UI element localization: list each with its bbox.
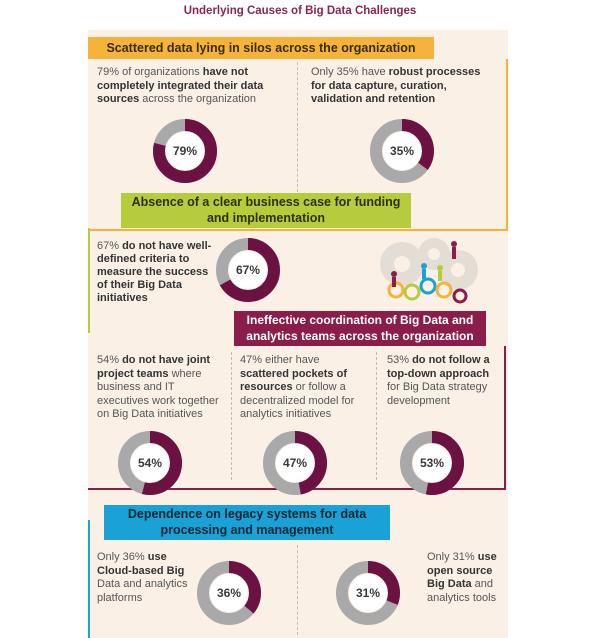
section1-border <box>88 59 508 231</box>
donut-label: 79% <box>173 144 197 158</box>
donut-chart: 36% <box>196 560 262 626</box>
section4-divider <box>297 545 298 635</box>
donut-value-arc <box>197 561 261 625</box>
donut-svg: 79% <box>153 119 217 183</box>
donut-value-arc <box>263 431 327 495</box>
donut-hole <box>229 251 267 289</box>
section3-divider <box>376 352 377 480</box>
donut-chart: 47% <box>262 430 328 496</box>
stat-text: 54% do not have joint project teams wher… <box>97 354 219 420</box>
donut-hole <box>131 444 169 482</box>
donut-svg: 47% <box>263 431 327 495</box>
donut-svg: 54% <box>118 431 182 495</box>
teamwork-gears-illustration <box>380 238 478 304</box>
donut-hole <box>166 132 204 170</box>
section3-divider <box>231 352 232 480</box>
stat-text: Only 35% have robust processes for data … <box>311 66 481 105</box>
donut-chart: 31% <box>335 560 401 626</box>
donut-chart: 53% <box>399 430 465 496</box>
donut-chart: 35% <box>369 118 435 184</box>
stat-text: Only 36% use Cloud-based Big Data and an… <box>97 551 188 604</box>
stat-text: 47% either have scattered pockets of res… <box>240 354 355 420</box>
donut-hole <box>413 444 451 482</box>
donut-label: 35% <box>390 144 414 158</box>
donut-chart: 54% <box>117 430 183 496</box>
stat-text: 67% do not have well-defined criteria to… <box>97 240 212 304</box>
donut-svg: 31% <box>336 561 400 625</box>
donut-chart: 79% <box>152 118 218 184</box>
section1-divider <box>297 62 298 192</box>
donut-label: 47% <box>283 456 307 470</box>
donut-hole <box>276 444 314 482</box>
donut-label: 36% <box>217 586 241 600</box>
donut-label: 54% <box>138 456 162 470</box>
donut-value-arc <box>370 119 434 183</box>
stat-text: 79% of organizations have not completely… <box>97 66 264 105</box>
donut-value-arc <box>153 119 217 183</box>
section3-heading: Ineffective coordination of Big Data and… <box>234 311 486 346</box>
donut-svg: 67% <box>216 238 280 302</box>
stat-text: 53% do not follow a top-down approach fo… <box>387 354 490 407</box>
section1-heading: Scattered data lying in silos across the… <box>88 37 434 59</box>
section4-heading: Dependence on legacy systems for data pr… <box>104 505 390 540</box>
donut-value-arc <box>400 431 464 495</box>
page-title: Underlying Causes of Big Data Challenges <box>183 5 417 17</box>
donut-label: 31% <box>356 586 380 600</box>
donut-svg: 36% <box>197 561 261 625</box>
donut-svg: 35% <box>370 119 434 183</box>
section2-border <box>88 228 90 333</box>
donut-hole <box>383 132 421 170</box>
section2-heading: Absence of a clear business case for fun… <box>121 193 411 228</box>
donut-value-arc <box>118 431 182 495</box>
donut-hole <box>210 574 248 612</box>
stat-text: Only 31% use open source Big Data and an… <box>427 551 497 604</box>
donut-chart: 67% <box>215 237 281 303</box>
donut-label: 53% <box>420 456 444 470</box>
section4-border <box>88 520 90 638</box>
donut-label: 67% <box>236 263 260 277</box>
donut-svg: 53% <box>400 431 464 495</box>
donut-value-arc <box>336 561 400 625</box>
donut-value-arc <box>216 238 280 302</box>
donut-hole <box>349 574 387 612</box>
